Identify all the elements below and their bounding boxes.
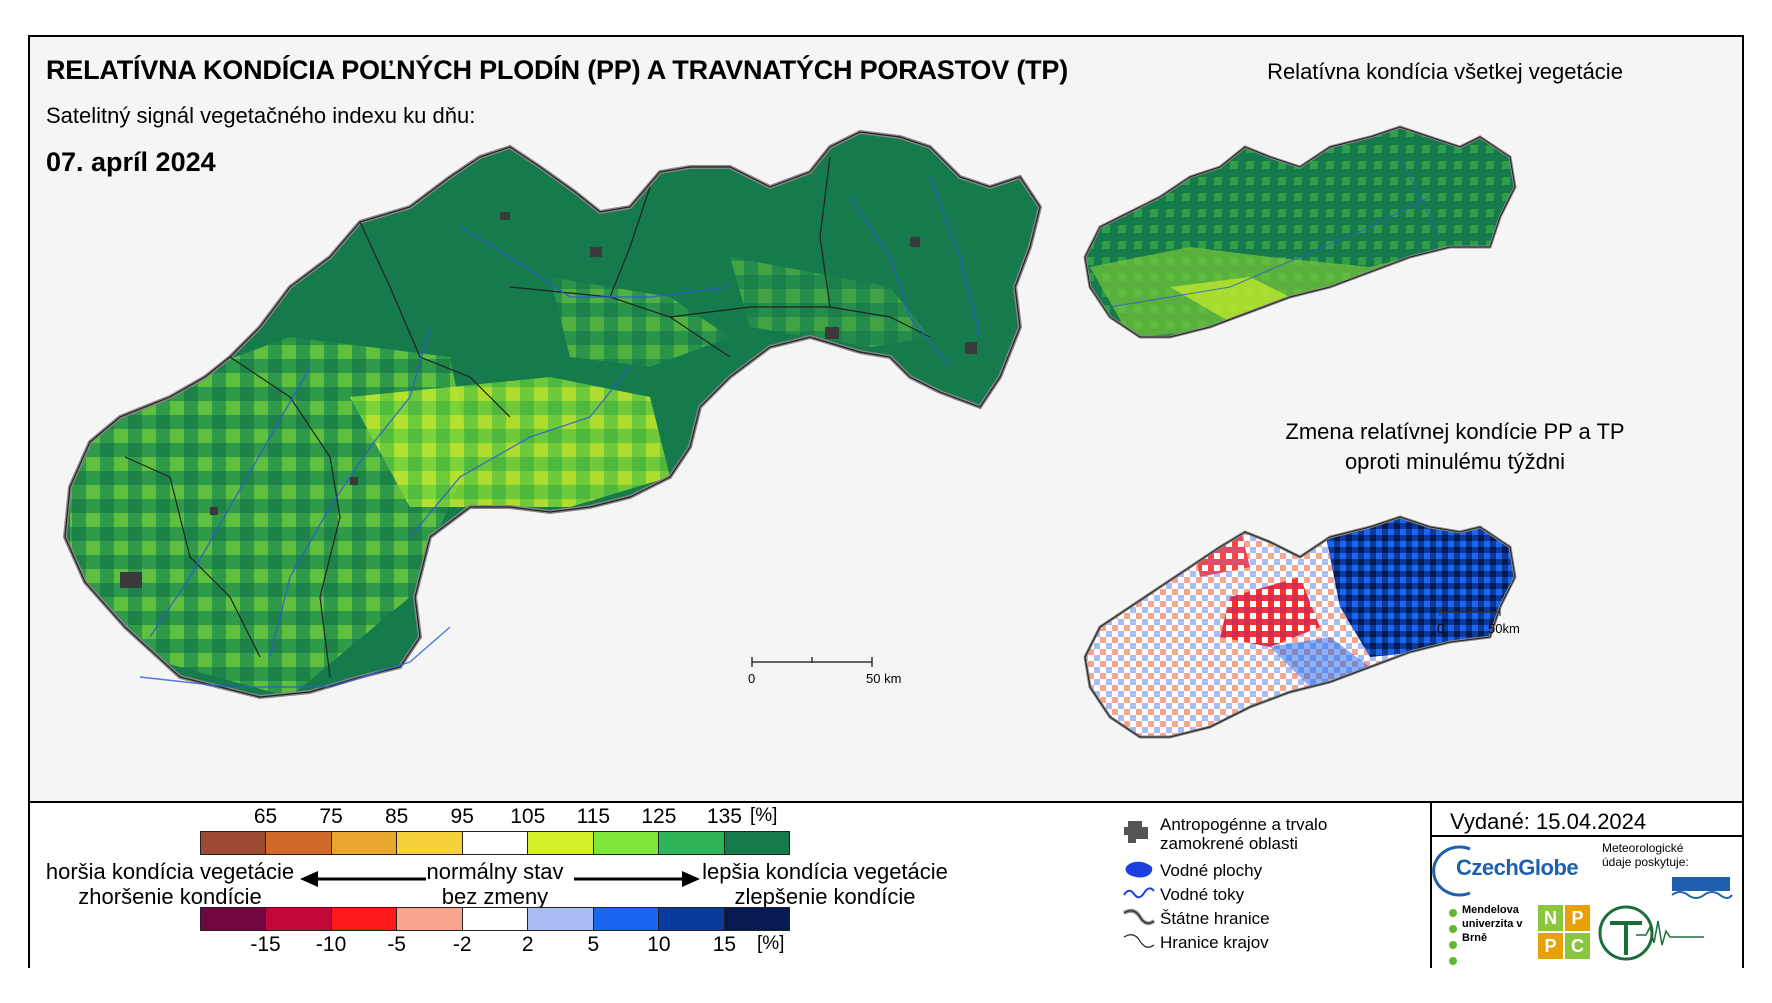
map-title: RELATÍVNA KONDÍCIA POĽNÝCH PLODÍN (PP) A… <box>46 55 1069 85</box>
worse-change-text: zhoršenie kondície <box>78 884 262 909</box>
mendel-text: Mendelova univerzita v Brně <box>1462 904 1523 944</box>
change-swatch-4 <box>462 908 529 930</box>
condition-tick-label: 125 <box>641 805 677 828</box>
legend-separator <box>1430 803 1432 968</box>
issued-separator <box>1432 835 1742 837</box>
condition-tick-label: 115 <box>576 805 611 828</box>
legend-water-body-label: Vodné plochy <box>1160 861 1263 880</box>
change-swatch-0 <box>201 908 267 930</box>
nppc-letter: C <box>1565 933 1590 959</box>
main-scale-bar: 0 50 km <box>748 657 901 686</box>
map-frame: RELATÍVNA KONDÍCIA POĽNÝCH PLODÍN (PP) A… <box>28 35 1744 968</box>
arrow-left-icon <box>300 871 426 887</box>
water-body-icon <box>1125 861 1153 878</box>
condition-swatch-4 <box>462 832 529 854</box>
nppc-letter: P <box>1565 905 1590 931</box>
condition-scale-unit: [%] <box>750 805 778 826</box>
anthropogenic-text: Antropogénne a trvalo zamokrené oblasti <box>1160 815 1328 853</box>
main-scale-zero: 0 <box>748 671 755 686</box>
change-swatch-2 <box>331 908 398 930</box>
change-tick-label: -2 <box>452 933 472 956</box>
arrow-right-icon <box>574 871 700 887</box>
normal-condition-text: normálny stav <box>426 859 564 884</box>
better-label: lepšia kondícia vegetácie zlepšenie kond… <box>695 859 955 909</box>
change-tick-label: 2 <box>521 933 534 956</box>
condition-swatch-7 <box>659 832 725 854</box>
change-tick-label: 15 <box>712 933 737 956</box>
change-tick-label: 5 <box>587 933 600 956</box>
main-scale-end: 50 km <box>866 671 901 686</box>
main-condition-map: 0 50 km <box>62 129 1043 700</box>
legend-region-border-label: Hranice krajov <box>1160 933 1269 952</box>
anthropogenic-icon <box>1124 821 1148 843</box>
inset-scale-end: 50km <box>1488 621 1520 636</box>
no-change-text: bez zmeny <box>441 884 549 909</box>
change-swatch-7 <box>659 908 725 930</box>
legend-anthropogenic-label: Antropogénne a trvalo zamokrené oblasti <box>1160 815 1400 853</box>
condition-tick-label: 65 <box>253 805 278 828</box>
condition-tick-label: 85 <box>384 805 409 828</box>
change-tick-label: -5 <box>387 933 406 956</box>
inset-scale-zero: 0 <box>1437 621 1444 636</box>
condition-swatch-8 <box>724 832 789 854</box>
water-stream-icon <box>1123 887 1155 899</box>
condition-swatch-5 <box>528 832 594 854</box>
change-swatch-8 <box>724 908 789 930</box>
state-border-icon <box>1122 908 1156 926</box>
condition-tick-label: 135 <box>706 805 742 828</box>
condition-tick-label: 105 <box>510 805 546 828</box>
change-swatch-6 <box>593 908 660 930</box>
worse-label: horšia kondícia vegetácie zhoršenie kond… <box>40 859 300 909</box>
condition-color-ramp <box>200 831 790 855</box>
inset-scale-bar: 0 50km <box>1437 608 1520 636</box>
condition-swatch-2 <box>331 832 398 854</box>
nppc-letter: N <box>1538 905 1563 931</box>
inset-bottom-title: Zmena relatívnej kondície PP a TP oproti… <box>1285 419 1625 474</box>
change-swatch-1 <box>266 908 332 930</box>
condition-tick-label: 75 <box>319 805 343 828</box>
change-scale-unit: [%] <box>757 933 785 954</box>
ustav-vied-o-zemi-logo <box>1598 905 1704 961</box>
legend-state-border-label: Štátne hranice <box>1160 909 1270 928</box>
normal-label: normálny stav bez zmeny <box>405 859 585 909</box>
condition-swatch-0 <box>201 832 267 854</box>
czechglobe-logo: CzechGlobe <box>1432 843 1600 897</box>
condition-swatch-6 <box>593 832 660 854</box>
map-subtitle: Satelitný signál vegetačného indexu ku d… <box>46 103 476 128</box>
condition-tick-label: 95 <box>450 805 474 828</box>
condition-swatch-1 <box>266 832 332 854</box>
change-color-ramp <box>200 907 790 931</box>
inset-top-title: Relatívna kondícia všetkej vegetácie <box>1267 59 1623 84</box>
change-swatch-3 <box>397 908 463 930</box>
worse-condition-text: horšia kondícia vegetácie <box>45 859 295 884</box>
issued-date: Vydané: 15.04.2024 <box>1450 809 1647 834</box>
better-condition-text: lepšia kondícia vegetácie <box>702 859 948 884</box>
change-swatch-5 <box>528 908 594 930</box>
legend-water-stream-label: Vodné toky <box>1160 885 1245 904</box>
region-border-icon <box>1123 934 1155 948</box>
change-tick-label: 10 <box>647 933 671 956</box>
map-date: 07. apríl 2024 <box>46 147 216 177</box>
meteo-provider-text: Meteorologické údaje poskytuje: <box>1602 841 1689 869</box>
condition-swatch-3 <box>397 832 463 854</box>
czechglobe-text: CzechGlobe <box>1456 855 1579 880</box>
legend-panel: 65 75 85 95 105 115 125 135 [%] horšia kondícia… <box>30 801 1742 968</box>
change-tick-label: -15 <box>250 933 281 956</box>
nppc-letter: P <box>1538 933 1563 959</box>
inset-change-map: 0 50km <box>1083 515 1520 739</box>
inset-all-vegetation-map <box>1083 125 1517 339</box>
change-tick-label: -10 <box>315 933 347 956</box>
better-change-text: zlepšenie kondície <box>734 884 916 909</box>
shmu-logo <box>1671 877 1733 899</box>
